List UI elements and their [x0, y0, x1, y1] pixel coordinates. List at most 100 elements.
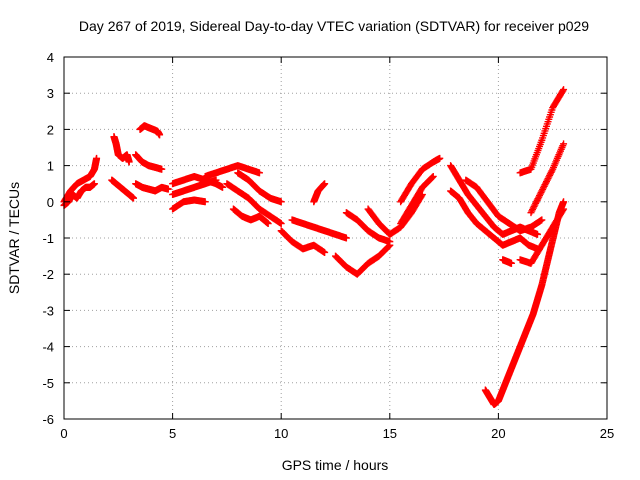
y-tick-label: 3 — [47, 86, 54, 101]
series-s19 — [342, 209, 394, 246]
data-point — [533, 196, 541, 204]
series-s15 — [277, 227, 329, 256]
data-point — [559, 87, 567, 95]
data-point — [386, 238, 394, 246]
data-point — [532, 199, 540, 207]
y-tick-label: -2 — [42, 267, 54, 282]
data-point — [542, 179, 550, 187]
series-s4 — [108, 176, 138, 202]
x-tick-label: 5 — [169, 426, 176, 441]
data-point — [277, 220, 285, 228]
x-tick-label: 10 — [274, 426, 288, 441]
series-s21 — [397, 154, 444, 206]
series-s28 — [516, 205, 568, 267]
data-point — [507, 259, 515, 267]
data-point — [530, 202, 538, 210]
plot-area — [60, 86, 568, 409]
data-point — [158, 165, 166, 173]
data-point — [560, 205, 568, 213]
data-point — [535, 193, 543, 201]
data-point — [547, 168, 555, 176]
series-s11 — [169, 196, 209, 213]
data-point — [321, 180, 329, 188]
series-s10 — [201, 162, 263, 180]
series-s29 — [527, 140, 568, 217]
y-tick-label: 4 — [47, 50, 54, 65]
data-point — [538, 187, 546, 195]
data-point — [560, 198, 568, 206]
series-s13 — [234, 169, 285, 206]
series-s5 — [136, 122, 164, 139]
data-point — [538, 216, 546, 224]
data-point — [542, 178, 550, 186]
data-point — [532, 198, 540, 206]
series-s30 — [516, 86, 568, 177]
data-point — [529, 206, 537, 214]
y-tick-label: -5 — [42, 376, 54, 391]
y-tick-label: -6 — [42, 412, 54, 427]
data-point — [536, 190, 544, 198]
data-point — [546, 170, 554, 178]
data-point — [219, 183, 227, 191]
data-point — [428, 174, 436, 182]
data-point — [436, 154, 444, 162]
series-s12 — [223, 180, 285, 228]
plot-frame — [63, 56, 608, 420]
data-point — [560, 86, 568, 94]
data-point — [321, 248, 329, 256]
data-point — [548, 167, 556, 175]
data-point — [164, 185, 172, 193]
data-point — [429, 172, 437, 180]
data-point — [531, 201, 539, 209]
data-point — [255, 169, 263, 177]
data-point — [539, 184, 547, 192]
series-s24 — [447, 187, 541, 253]
y-tick-label: 2 — [47, 122, 54, 137]
data-point — [537, 188, 545, 196]
series-s14 — [229, 205, 272, 228]
series-s16 — [288, 216, 350, 242]
x-tick-label: 15 — [383, 426, 397, 441]
data-point — [533, 230, 541, 238]
series-s17 — [310, 180, 329, 206]
data-point — [528, 207, 536, 215]
data-point — [559, 206, 567, 214]
data-point — [545, 173, 553, 181]
data-point — [544, 175, 552, 183]
data-point — [342, 234, 350, 242]
series-s8 — [169, 172, 227, 191]
series-s7 — [132, 180, 172, 195]
grid — [64, 57, 607, 419]
data-point — [543, 176, 551, 184]
data-point — [130, 194, 138, 202]
chart-title: Day 267 of 2019, Sidereal Day-to-day VTE… — [79, 18, 589, 34]
x-tick-label: 0 — [60, 426, 67, 441]
x-axis-label: GPS time / hours — [282, 457, 389, 473]
series-s2 — [60, 180, 98, 209]
axis-ticks: 0 5 10 15 20 25 -6 -5 -4 -3 -2 -1 0 1 2 3 4 — [42, 50, 614, 441]
data-point — [534, 195, 542, 203]
y-tick-label: -4 — [42, 340, 54, 355]
series-s20 — [364, 191, 426, 238]
data-point — [212, 176, 220, 184]
data-point — [527, 209, 535, 217]
series-s25 — [462, 176, 546, 235]
series-s22 — [397, 172, 437, 228]
data-point — [546, 171, 554, 179]
data-point — [90, 180, 98, 188]
series-s6 — [132, 151, 166, 173]
data-point — [560, 140, 568, 148]
series-s3 — [110, 133, 133, 166]
data-point — [156, 131, 164, 139]
y-tick-label: -1 — [42, 231, 54, 246]
data-point — [125, 158, 133, 166]
x-tick-label: 25 — [600, 426, 614, 441]
data-point — [536, 192, 544, 200]
data-point — [201, 198, 209, 206]
data-point — [540, 182, 548, 190]
data-point — [529, 204, 537, 212]
data-point — [428, 173, 436, 181]
data-point — [277, 198, 285, 206]
